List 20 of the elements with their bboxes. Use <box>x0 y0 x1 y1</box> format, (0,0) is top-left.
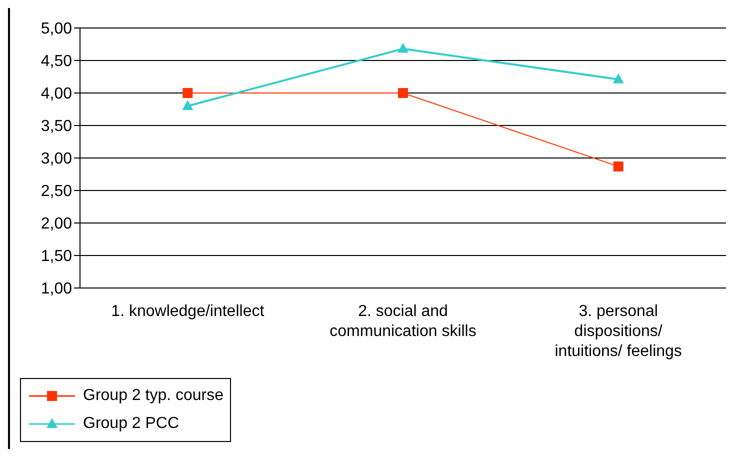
y-tick-label: 1,00 <box>40 280 72 298</box>
y-tick-label: 5,00 <box>40 20 72 38</box>
y-tick-label: 4,00 <box>40 86 72 103</box>
x-tick-label: 1. knowledge/intellect <box>111 303 265 320</box>
legend-label: Group 2 PCC <box>83 415 180 433</box>
point <box>613 161 624 172</box>
point <box>182 100 194 110</box>
y-tick-label: 3,50 <box>40 118 72 136</box>
y-tick-label: 4,50 <box>40 53 72 70</box>
legend-label: Group 2 typ. course <box>83 387 224 405</box>
point <box>612 73 624 84</box>
point <box>398 42 408 53</box>
y-tick-label: 2,50 <box>40 183 72 200</box>
y-tick-label: 1,50 <box>40 248 72 266</box>
x-tick-label: 2. social and communication skills <box>330 303 476 340</box>
point <box>182 88 193 98</box>
point <box>398 88 408 98</box>
y-tick-label: 2,00 <box>40 216 72 233</box>
x-tick-label: 3. personal dispositions/ intuitions/ feelings <box>554 303 682 360</box>
y-tick-label: 3,00 <box>40 150 72 168</box>
